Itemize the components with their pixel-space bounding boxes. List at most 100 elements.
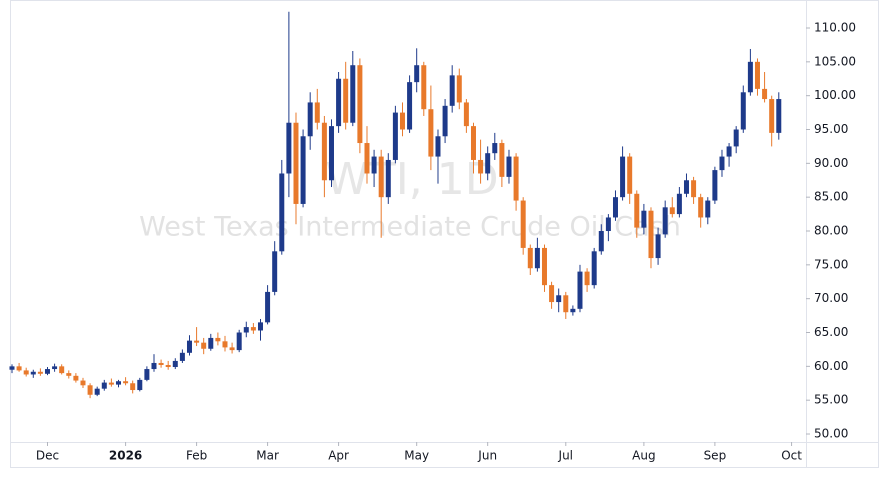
x-tick-label: Jul xyxy=(558,449,573,463)
y-tick-label: 50.00 xyxy=(814,427,848,441)
candle-body xyxy=(208,337,214,349)
candle-body xyxy=(179,352,185,361)
candle-body xyxy=(94,388,100,395)
candle-body xyxy=(563,295,569,313)
candle-body xyxy=(605,217,611,232)
candle-body xyxy=(87,385,93,395)
y-tick-label: 70.00 xyxy=(814,291,848,305)
x-tick-label: Mar xyxy=(256,449,279,463)
candle-body xyxy=(584,271,590,286)
candle-body xyxy=(371,156,377,174)
candle-body xyxy=(144,369,150,380)
candle-body xyxy=(215,337,221,342)
candle-body xyxy=(293,122,299,204)
candle-body xyxy=(101,382,107,389)
candle-body xyxy=(485,153,491,174)
candle-body xyxy=(286,122,292,174)
x-tick-label: Aug xyxy=(632,449,655,463)
x-tick-label: 2026 xyxy=(109,449,142,463)
candle-body xyxy=(769,99,775,133)
candle-body xyxy=(378,156,384,198)
x-tick-label: Jun xyxy=(477,449,497,463)
candle-body xyxy=(620,156,626,198)
candle-body xyxy=(740,92,746,130)
candle-body xyxy=(279,173,285,252)
candle-body xyxy=(151,362,157,370)
candle-body xyxy=(158,362,164,365)
candle-body xyxy=(172,360,178,368)
y-tick-label: 75.00 xyxy=(814,257,848,271)
candle-body xyxy=(513,156,519,201)
candle-body xyxy=(229,347,235,351)
y-tick-label: 90.00 xyxy=(814,156,848,170)
candle-body xyxy=(527,247,533,269)
y-tick-label: 95.00 xyxy=(814,122,848,136)
candle-body xyxy=(478,159,484,174)
candle-body xyxy=(463,102,469,127)
candle-body xyxy=(591,251,597,286)
candle-body xyxy=(570,308,576,313)
candle-body xyxy=(655,234,661,259)
candle-body xyxy=(407,82,413,130)
watermark-title: WTI, 1D xyxy=(325,154,498,205)
candle-body xyxy=(343,78,349,123)
candle-body xyxy=(534,247,540,269)
candle-body xyxy=(130,383,136,391)
candle-body xyxy=(506,156,512,177)
candle-body xyxy=(598,231,604,252)
candle-body xyxy=(470,126,476,160)
candle-body xyxy=(499,143,505,177)
candle-body xyxy=(719,156,725,171)
candle-body xyxy=(364,143,370,174)
candle-body xyxy=(683,180,689,194)
candle-body xyxy=(414,65,420,83)
candle-body xyxy=(73,375,79,381)
y-tick-label: 55.00 xyxy=(814,393,848,407)
candle-body xyxy=(52,366,58,370)
candle-body xyxy=(549,285,555,303)
candle-body xyxy=(421,65,427,110)
candle-body xyxy=(399,112,405,130)
candle-body xyxy=(648,210,654,259)
x-tick-label: May xyxy=(404,449,429,463)
candle-body xyxy=(44,369,50,374)
candle-body xyxy=(321,122,327,181)
candle-body xyxy=(66,373,72,376)
y-tick-label: 100.00 xyxy=(814,88,856,102)
candle-body xyxy=(16,366,22,371)
candle-body xyxy=(520,200,526,248)
candle-body xyxy=(634,193,640,228)
candle-body xyxy=(250,327,256,331)
candle-body xyxy=(691,180,697,198)
candle-body xyxy=(747,61,753,93)
candle-body xyxy=(357,65,363,144)
candle-body xyxy=(541,247,547,286)
y-tick-label: 85.00 xyxy=(814,190,848,204)
candle-body xyxy=(201,342,207,349)
y-tick-label: 105.00 xyxy=(814,54,856,68)
candle-body xyxy=(23,370,29,375)
candle-body xyxy=(556,295,562,303)
candle-body xyxy=(385,159,391,198)
candle-body xyxy=(726,146,732,157)
candle-body xyxy=(272,251,278,292)
candle-body xyxy=(165,364,171,368)
candle-body xyxy=(194,340,200,343)
candle-body xyxy=(222,341,228,348)
candle-body xyxy=(37,371,43,374)
candle-body xyxy=(612,197,618,218)
candle-body xyxy=(307,102,313,137)
candle-body xyxy=(712,170,718,201)
candle-body xyxy=(435,136,441,157)
candle-body xyxy=(186,340,192,353)
candle-body xyxy=(698,197,704,218)
candle-body xyxy=(762,88,768,100)
candle-body xyxy=(449,75,455,106)
candle-body xyxy=(669,207,675,215)
candle-body xyxy=(428,109,434,157)
candle-body xyxy=(442,105,448,137)
y-tick-label: 80.00 xyxy=(814,224,848,238)
candle-body xyxy=(137,379,143,391)
y-tick-label: 60.00 xyxy=(814,359,848,373)
